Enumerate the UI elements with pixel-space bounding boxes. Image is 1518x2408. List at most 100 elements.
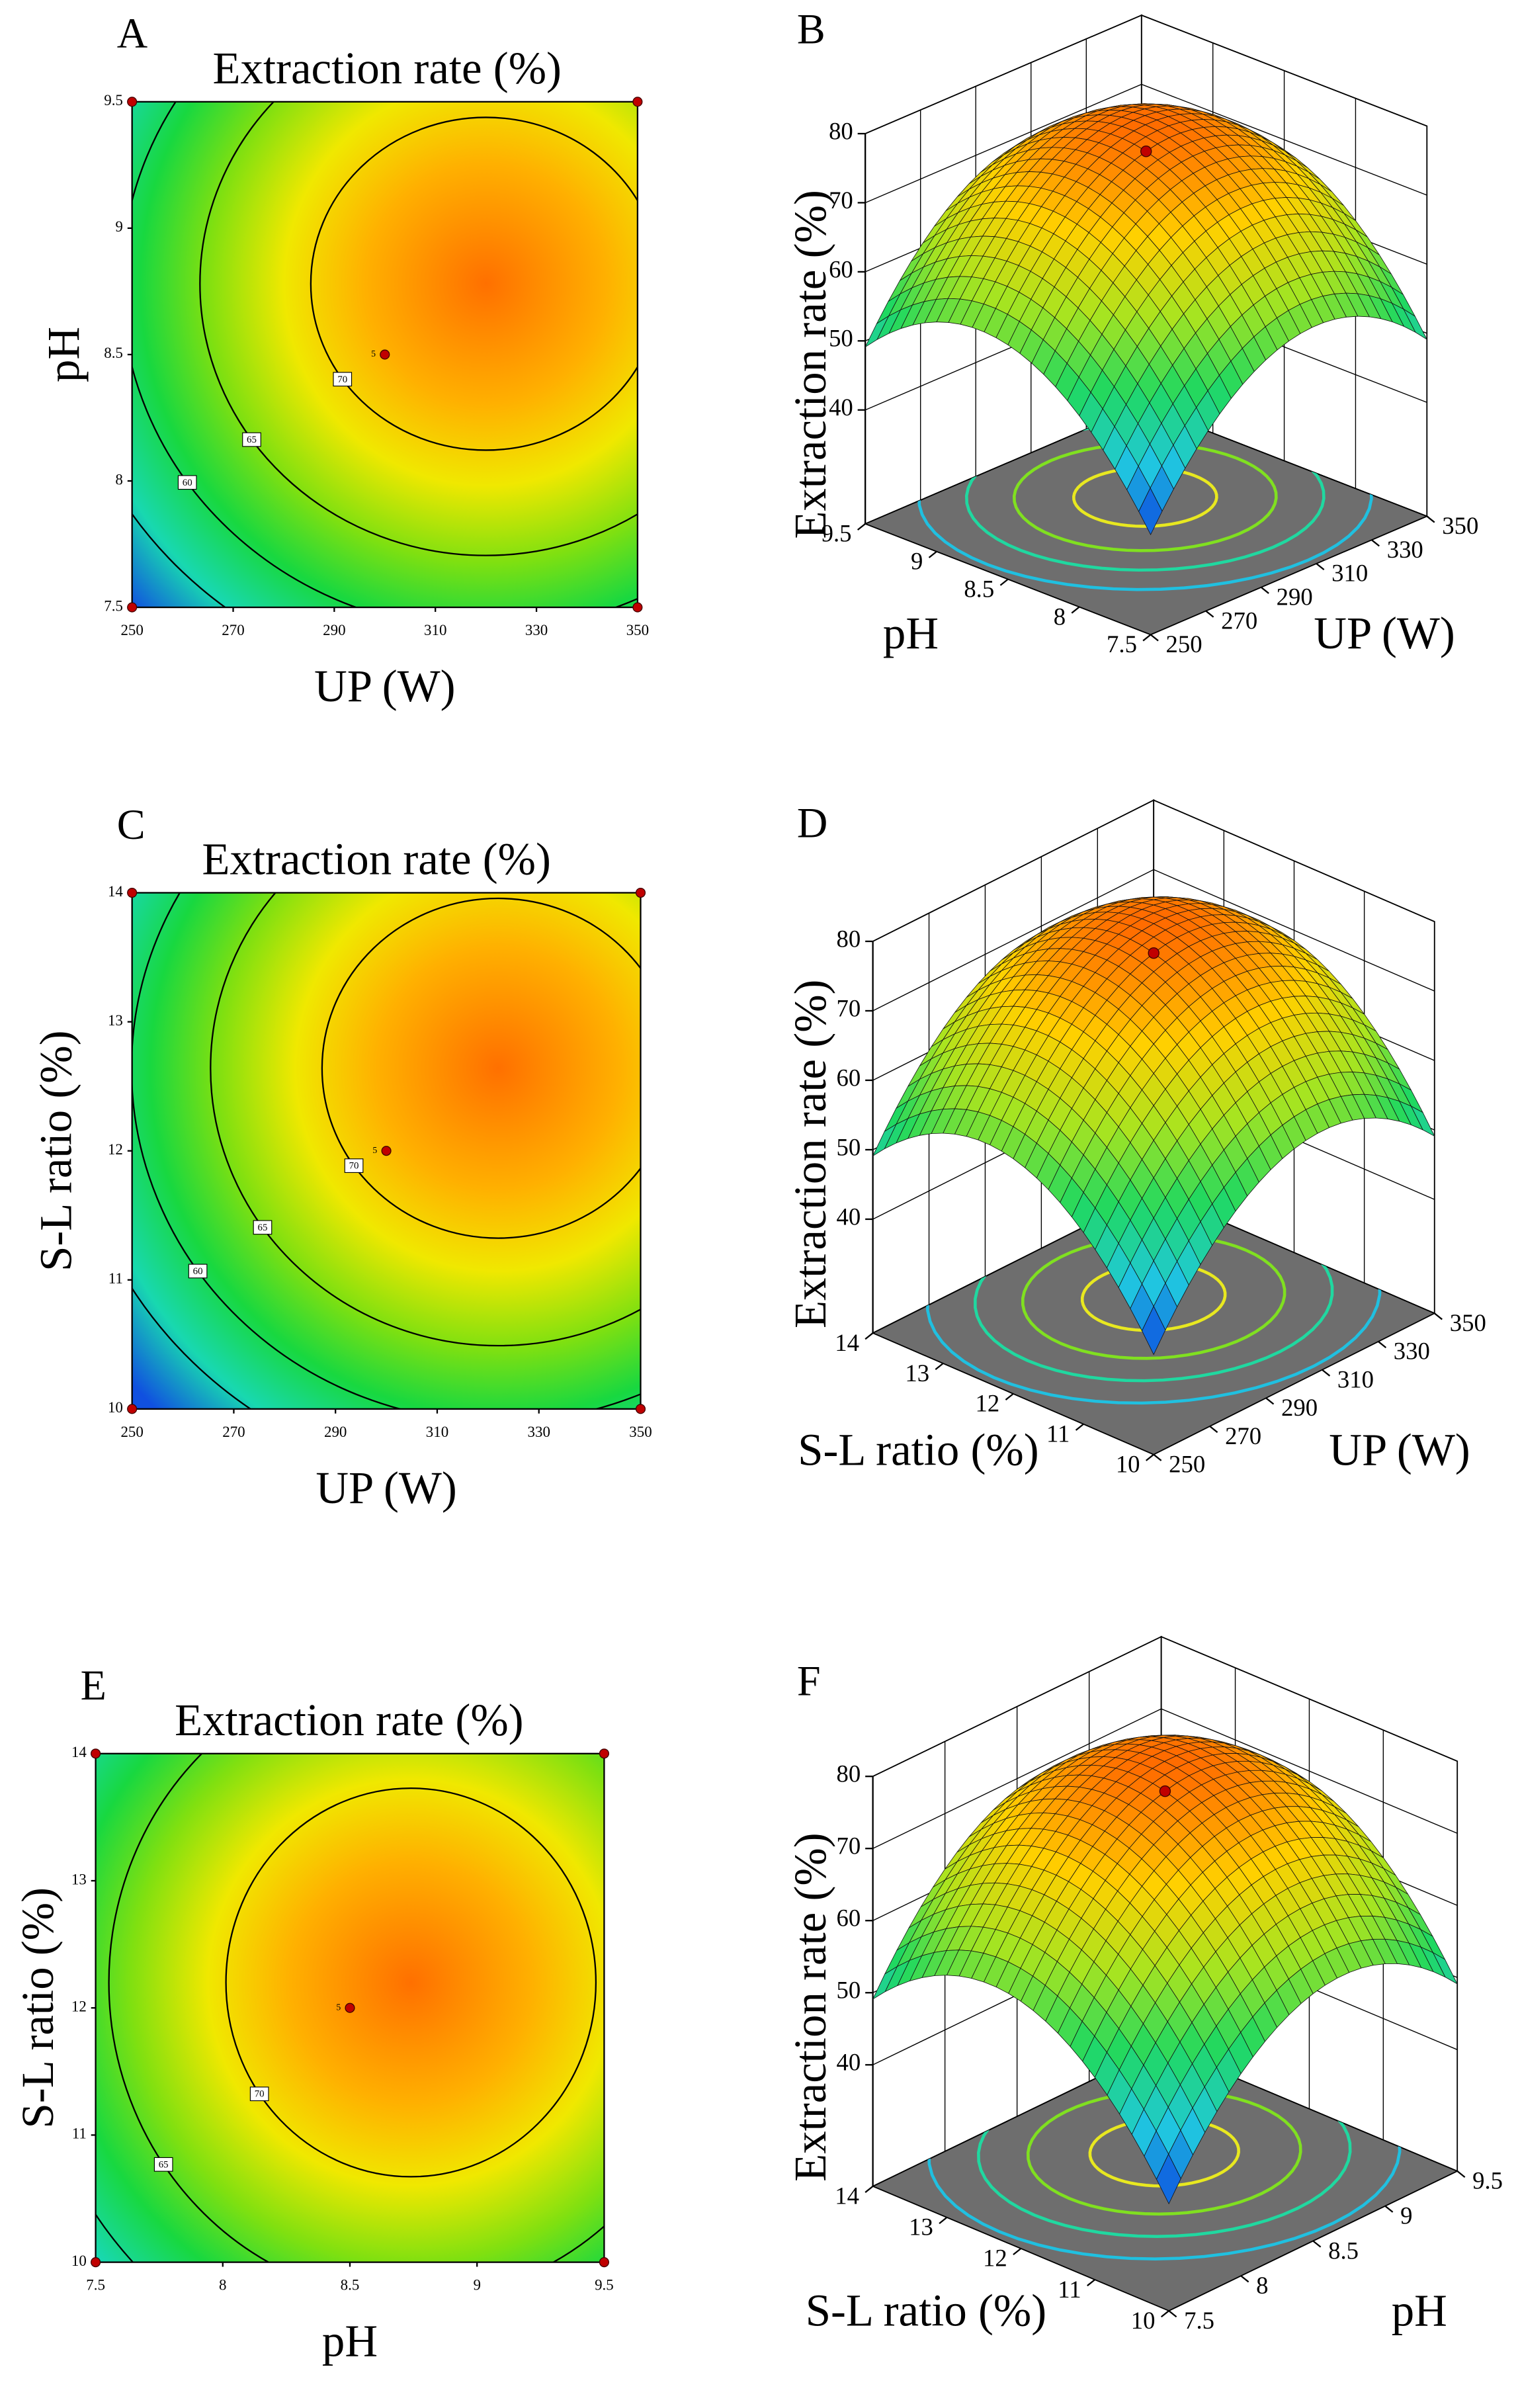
x-tick-label: 9.5 xyxy=(1472,2167,1503,2194)
x-tick-label: 270 xyxy=(222,622,244,638)
x-tick-label: 310 xyxy=(426,1424,448,1440)
x-tick-label: 270 xyxy=(1221,607,1257,634)
surface-cell xyxy=(1142,1305,1166,1355)
y-tick-label: 13 xyxy=(905,1359,929,1387)
x-tick-label: 310 xyxy=(424,622,446,638)
x-tick-label: 7.5 xyxy=(86,2277,105,2294)
z-axis-label: Extraction rate (%) xyxy=(785,190,835,539)
chart-title: Extraction rate (%) xyxy=(202,834,551,884)
x-tick-label: 330 xyxy=(1387,536,1423,563)
y-tick-label: 8 xyxy=(1054,603,1066,630)
surface xyxy=(864,103,1428,536)
z-tick-label: 50 xyxy=(837,1133,861,1160)
chart-title: Extraction rate (%) xyxy=(212,43,562,93)
surface-cell xyxy=(1138,487,1163,536)
y-tick xyxy=(999,578,1009,586)
x-tick xyxy=(1209,1426,1218,1434)
contour-label-box xyxy=(188,1264,208,1279)
y-tick-label: 10 xyxy=(71,2253,87,2269)
x-tick-label: 290 xyxy=(1277,583,1313,611)
z-tick-label: 80 xyxy=(837,925,861,952)
y-tick-label: 7.5 xyxy=(1107,630,1137,658)
center-replicates: 5 xyxy=(371,349,376,359)
y-tick xyxy=(939,2217,948,2224)
surface-cell xyxy=(1156,2153,1181,2205)
y-axis-label: S-L ratio (%) xyxy=(798,1424,1038,1475)
contour-line xyxy=(199,101,638,556)
design-point xyxy=(91,2257,101,2268)
y-tick-label: 9 xyxy=(911,548,923,575)
design-point xyxy=(1148,947,1160,959)
contour-label: 65 xyxy=(258,1223,268,1233)
design-point xyxy=(127,97,138,107)
x-tick-label: 7.5 xyxy=(1184,2307,1214,2334)
y-tick-label: 7.5 xyxy=(104,597,123,614)
x-tick xyxy=(1260,586,1269,594)
contour-label-box xyxy=(253,1220,273,1235)
x-tick xyxy=(1265,1397,1275,1405)
wall-grid-line xyxy=(872,799,1435,942)
y-tick xyxy=(864,2185,874,2193)
z-tick-label: 70 xyxy=(837,1832,861,1860)
x-tick xyxy=(1168,2310,1177,2318)
z-tick-label: 80 xyxy=(829,117,853,144)
x-tick xyxy=(1240,2275,1249,2283)
x-tick-label: 8.5 xyxy=(1328,2237,1359,2264)
x-tick xyxy=(1312,2240,1322,2248)
z-tick-label: 50 xyxy=(837,1977,861,2004)
center-replicates: 5 xyxy=(336,2002,341,2012)
x-axis-label: UP (W) xyxy=(1329,1424,1470,1475)
x-axis-label: pH xyxy=(322,2316,378,2366)
y-tick-label: 11 xyxy=(108,1270,123,1287)
contour-label: 60 xyxy=(193,1266,203,1277)
x-tick xyxy=(1322,1369,1331,1377)
y-tick-label: 14 xyxy=(71,1744,87,1760)
contour-line xyxy=(210,892,641,1347)
z-axis-label: Extraction rate (%) xyxy=(785,979,835,1328)
wall-grid-line xyxy=(872,869,1435,1011)
y-tick-label: 9 xyxy=(115,218,122,235)
y-axis-label: pH xyxy=(38,327,89,382)
contour-label-box xyxy=(177,475,197,490)
z-tick-label: 60 xyxy=(829,255,853,282)
x-tick-label: 250 xyxy=(1166,630,1202,658)
contour-label-box xyxy=(344,1158,364,1174)
x-axis-label: pH xyxy=(1392,2286,1447,2336)
x-tick-label: 350 xyxy=(1450,1309,1486,1336)
x-tick-label: 250 xyxy=(120,622,143,638)
design-point xyxy=(1159,1785,1171,1797)
y-tick-label: 13 xyxy=(108,1012,123,1029)
z-tick-label: 70 xyxy=(837,994,861,1021)
panel-label: A xyxy=(117,10,148,57)
contour-label: 65 xyxy=(247,435,257,445)
design-point xyxy=(91,1748,101,1759)
chart-title: Extraction rate (%) xyxy=(175,1695,524,1745)
x-tick-label: 350 xyxy=(629,1424,652,1440)
design-point xyxy=(635,1404,646,1414)
contour-label: 65 xyxy=(159,2159,169,2170)
x-tick-label: 310 xyxy=(1337,1365,1374,1393)
y-tick-label: 8 xyxy=(115,471,122,488)
y-axis-label: S-L ratio (%) xyxy=(806,2286,1046,2336)
design-point xyxy=(127,1404,138,1414)
y-tick-label: 14 xyxy=(835,2182,859,2210)
y-tick-label: 13 xyxy=(909,2214,933,2241)
x-tick-label: 9 xyxy=(1400,2202,1412,2229)
contour-line xyxy=(225,1787,597,2178)
y-tick-label: 12 xyxy=(976,1390,1000,1417)
z-tick-label: 80 xyxy=(837,1760,861,1787)
z-tick-label: 40 xyxy=(837,2049,861,2076)
panel-label: F xyxy=(797,1657,821,1704)
y-tick xyxy=(1013,2248,1022,2256)
y-tick xyxy=(1005,1393,1014,1400)
contour-label: 70 xyxy=(337,374,347,385)
contour-line xyxy=(321,897,641,1239)
x-tick-label: 9 xyxy=(473,2277,480,2294)
x-tick-label: 310 xyxy=(1331,560,1368,587)
contour-label: 60 xyxy=(183,478,192,488)
y-tick-label: 10 xyxy=(1131,2307,1156,2334)
y-tick-label: 9.5 xyxy=(822,520,852,547)
x-axis-label: UP (W) xyxy=(314,661,455,711)
design-point xyxy=(381,1146,392,1156)
z-tick-label: 40 xyxy=(837,1203,861,1230)
